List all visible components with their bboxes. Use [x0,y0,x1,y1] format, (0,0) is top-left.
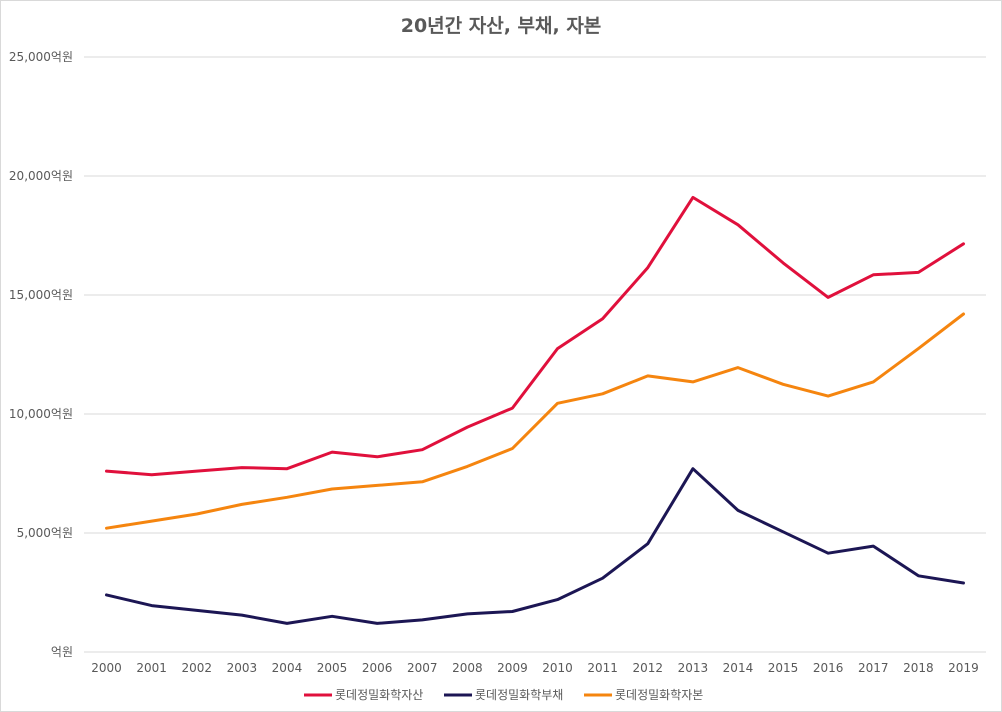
x-tick-label: 2007 [407,661,438,675]
x-tick-label: 2011 [587,661,618,675]
x-tick-label: 2000 [91,661,122,675]
series-line-3 [105,312,965,530]
series-line-2 [105,467,965,625]
x-tick-label: 2015 [768,661,799,675]
y-tick-label: 20,000억원 [9,169,73,183]
x-tick-label: 2002 [181,661,212,675]
series-line-1 [105,195,965,477]
x-tick-label: 2016 [813,661,844,675]
x-tick-label: 2001 [136,661,167,675]
x-tick-label: 2009 [497,661,528,675]
x-tick-label: 2017 [858,661,889,675]
legend-label: 롯데정밀화학자본 [615,688,703,702]
x-tick-label: 2004 [272,661,303,675]
x-tick-label: 2018 [903,661,934,675]
x-tick-label: 2005 [317,661,348,675]
x-tick-label: 2019 [948,661,979,675]
x-tick-label: 2003 [227,661,258,675]
y-tick-label: 억원 [51,645,73,659]
y-tick-label: 15,000억원 [9,288,73,302]
x-tick-label: 2014 [723,661,754,675]
x-tick-label: 2012 [632,661,663,675]
y-tick-label: 5,000억원 [17,526,73,540]
legend-label: 롯데정밀화학자산 [335,688,423,702]
x-tick-label: 2013 [678,661,709,675]
x-tick-label: 2010 [542,661,573,675]
chart-title: 20년간 자산, 부채, 자본 [400,15,602,37]
x-tick-label: 2008 [452,661,483,675]
legend-label: 롯데정밀화학부채 [475,688,563,702]
y-tick-label: 25,000억원 [9,50,73,64]
y-tick-label: 10,000억원 [9,407,73,421]
x-tick-label: 2006 [362,661,393,675]
